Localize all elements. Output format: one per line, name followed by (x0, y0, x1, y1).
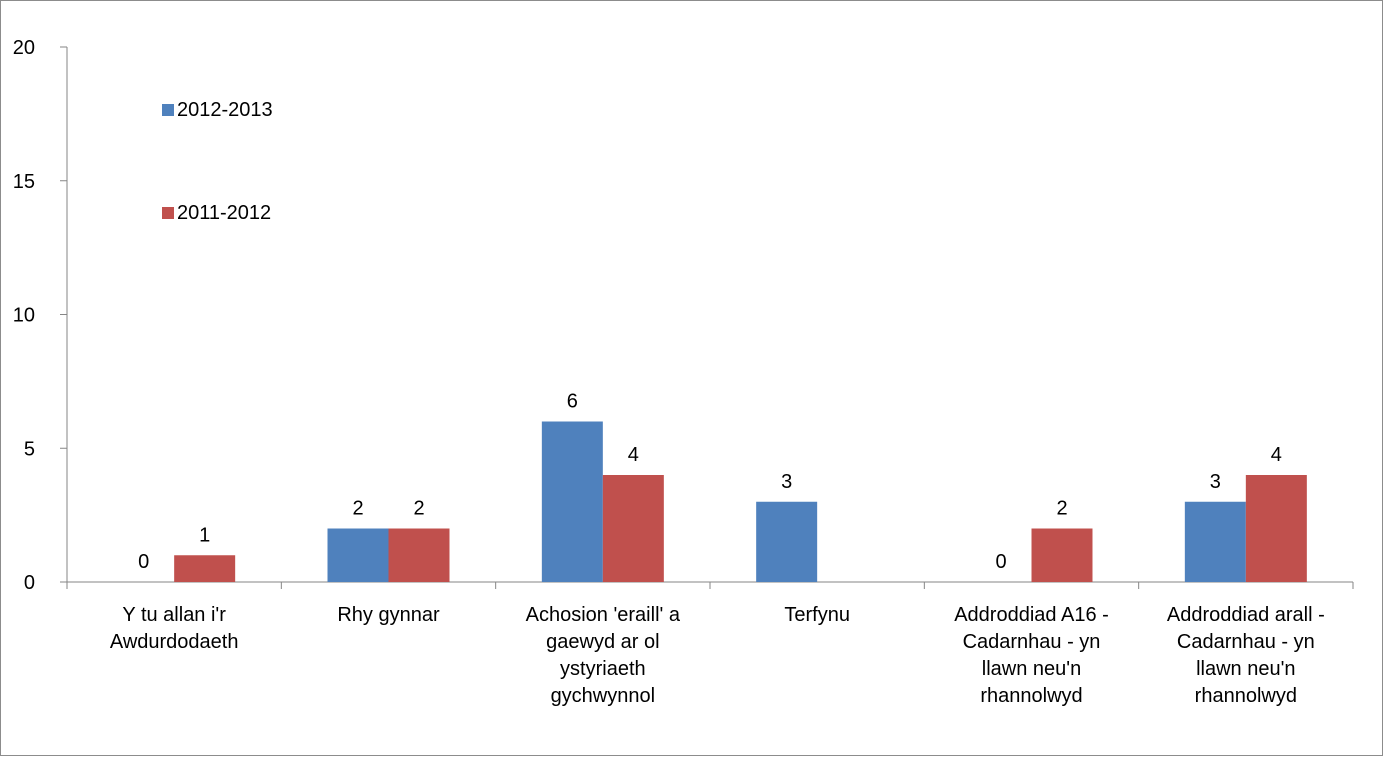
data-label: 4 (628, 444, 639, 466)
data-label: 3 (781, 471, 792, 493)
legend-swatch (162, 207, 174, 219)
y-tick-label: 15 (13, 171, 35, 193)
data-labels: 0 2 6 3 0 3 1 2 4 2 4 (138, 391, 1282, 574)
bar (1245, 475, 1307, 582)
bar (756, 501, 818, 582)
category-labels: Y tu allan i'r Awdurdodaeth Rhy gynnar Acho… (110, 604, 1325, 707)
category-label: Y tu allan i'r Awdurdodaeth (110, 604, 239, 653)
legend-label: 2011-2012 (177, 202, 271, 224)
y-tick-label: 20 (13, 37, 35, 59)
bar (327, 528, 389, 582)
legend-swatch (162, 104, 174, 116)
y-tick-label: 10 (13, 305, 35, 327)
bar (602, 475, 664, 582)
bar (388, 528, 450, 582)
legend: 2012-2013 2011-2012 (162, 99, 273, 224)
data-label: 4 (1271, 444, 1282, 466)
bar (1184, 501, 1246, 582)
data-label: 2 (413, 498, 424, 520)
category-label: Addroddiad arall -Cadarnhau - yn llawn ne… (1167, 604, 1325, 707)
data-label: 2 (1056, 498, 1067, 520)
category-label: Addroddiad A16 -Cadarnhau - yn llawn neu'… (954, 604, 1109, 707)
data-label: 6 (567, 391, 578, 413)
bar (174, 555, 236, 582)
y-tick-label: 5 (24, 438, 35, 460)
data-label: 1 (199, 524, 210, 546)
data-label: 0 (138, 551, 149, 573)
bar (541, 421, 603, 582)
data-label: 2 (352, 498, 363, 520)
category-label: Achosion 'eraill' a gaewyd ar ol ystyriaet… (526, 604, 681, 707)
category-label: Terfynu (784, 604, 850, 626)
legend-label: 2012-2013 (177, 99, 273, 121)
y-tick-label: 0 (24, 572, 35, 594)
bar (1031, 528, 1093, 582)
category-label: Rhy gynnar (337, 604, 440, 626)
data-label: 3 (1210, 471, 1221, 493)
bars (174, 421, 1307, 582)
data-label: 0 (995, 551, 1006, 573)
